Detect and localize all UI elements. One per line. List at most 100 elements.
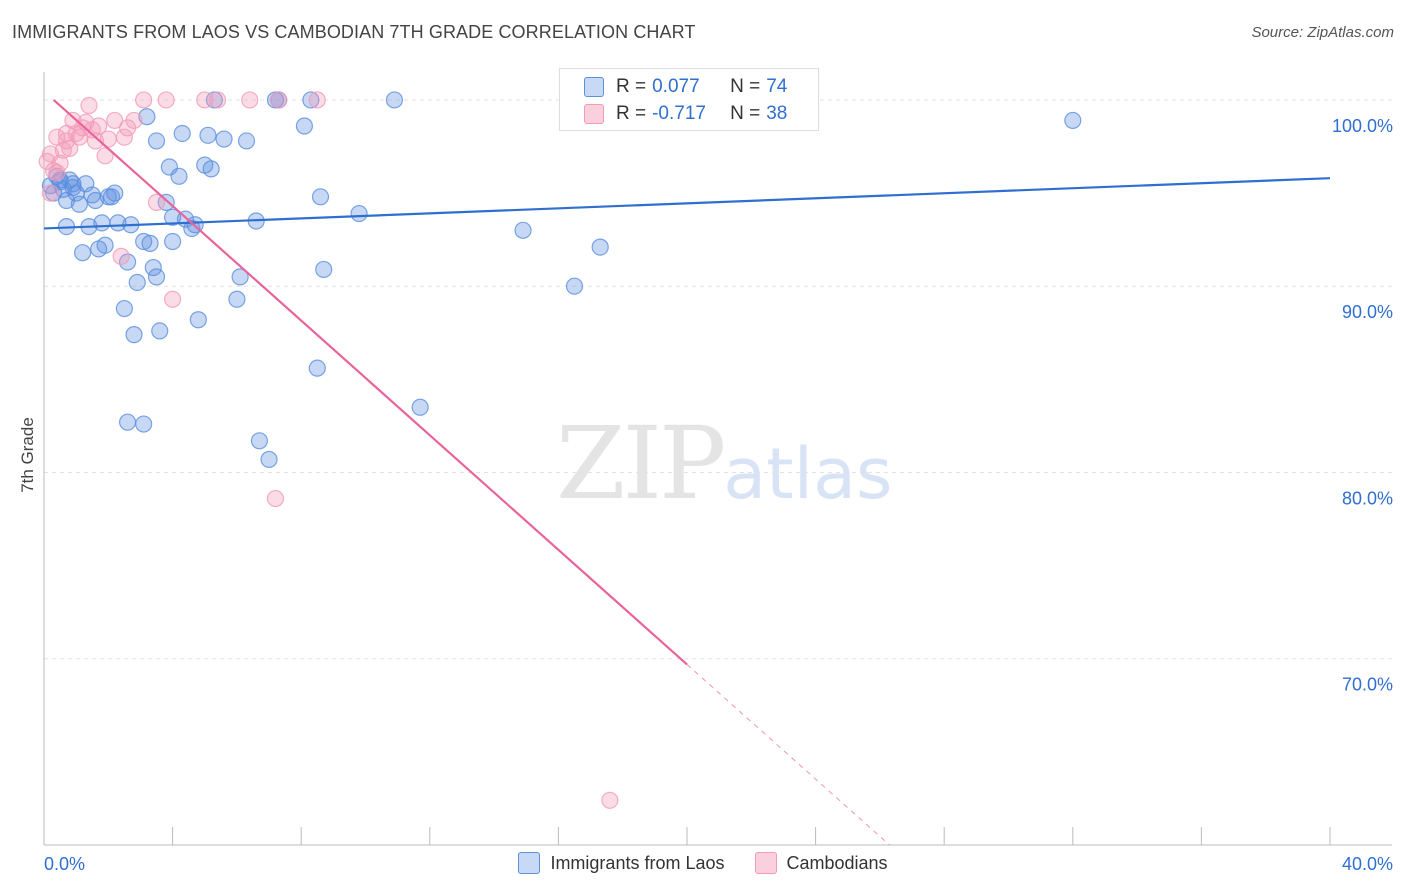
cambodian-point <box>96 147 114 165</box>
laos-point <box>96 236 114 254</box>
laos-point <box>350 204 368 223</box>
y-tick-label: 80.0% <box>1342 488 1393 508</box>
laos-point <box>135 232 153 251</box>
laos-point <box>260 450 278 469</box>
source-label: Source: ZipAtlas.com <box>1251 24 1394 41</box>
laos-point <box>138 108 156 126</box>
legend-n-value: 38 <box>766 103 788 124</box>
chart-title: IMMIGRANTS FROM LAOS VS CAMBODIAN 7TH GR… <box>12 22 696 42</box>
laos-point <box>189 311 207 329</box>
laos-point <box>302 91 320 109</box>
series-laos-points <box>41 91 1082 469</box>
legend-label-laos: Immigrants from Laos <box>550 852 725 873</box>
laos-point <box>514 221 532 239</box>
legend-row-laos: R = 0.077 N = 74 <box>584 75 787 99</box>
cambodian-point <box>241 91 259 109</box>
legend-swatch-laos <box>518 852 541 874</box>
laos-point <box>237 132 256 150</box>
legend-swatch-laos <box>584 77 604 97</box>
cambodian-point <box>196 91 214 109</box>
cambodian-point <box>308 91 326 109</box>
cambodian-point <box>147 193 166 211</box>
laos-point <box>157 193 175 211</box>
cambodian-point <box>70 128 88 146</box>
cambodian-point <box>209 91 227 109</box>
legend-r-label: R = <box>616 76 647 97</box>
laos-point <box>109 214 127 232</box>
laos-point <box>311 188 330 206</box>
laos-point <box>128 273 146 292</box>
y-axis-label: 7th Grade <box>18 417 37 493</box>
correlation-legend: R = 0.077 N = 74 R = -0.717 N = 38 <box>559 68 819 131</box>
laos-point <box>385 91 404 109</box>
legend-n-value: 74 <box>766 76 788 97</box>
trend-lines <box>43 99 1331 846</box>
laos-point <box>106 184 124 202</box>
laos-point <box>231 268 249 286</box>
laos-trend-line <box>43 177 1331 230</box>
cambodian-trend-line <box>52 99 688 666</box>
watermark-atlas: atlas <box>723 433 893 515</box>
laos-point <box>147 268 166 286</box>
legend-r-label: R = <box>616 103 647 124</box>
laos-point <box>93 214 111 232</box>
laos-point <box>144 258 162 277</box>
legend-swatch-cambodians <box>584 104 604 124</box>
series-cambodians-points <box>38 91 619 809</box>
cambodian-point <box>164 290 182 308</box>
legend-row-cambodians: R = -0.717 N = 38 <box>584 102 787 126</box>
cambodian-point <box>54 141 72 159</box>
cambodian-point <box>80 96 98 115</box>
y-tick-label: 100.0% <box>1332 116 1393 136</box>
laos-point <box>228 290 246 308</box>
laos-point <box>164 232 182 251</box>
laos-point <box>173 124 191 143</box>
laos-point <box>118 413 137 431</box>
cambodian-point <box>157 91 175 109</box>
laos-point <box>591 238 609 256</box>
laos-point <box>141 234 159 252</box>
laos-point <box>86 191 105 210</box>
laos-point <box>64 178 82 197</box>
tick-labels: 70.0% 80.0% 90.0% 100.0% 0.0% 40.0% <box>44 116 1393 874</box>
legend-item-cambodians[interactable]: Cambodians <box>754 852 888 874</box>
cambodian-point <box>48 163 66 182</box>
legend-r-value: -0.717 <box>652 103 706 124</box>
legend-label-cambodians: Cambodians <box>786 852 888 873</box>
cambodian-point <box>115 128 133 146</box>
laos-point <box>115 299 133 318</box>
cambodian-trend-extension <box>686 664 890 846</box>
cambodian-point <box>51 154 69 172</box>
x-tick-label: 0.0% <box>44 854 85 874</box>
cambodian-point <box>90 117 108 135</box>
cambodian-point <box>112 247 130 266</box>
laos-point <box>125 326 143 344</box>
laos-point <box>64 175 82 193</box>
laos-point <box>315 260 333 279</box>
laos-point <box>147 132 166 150</box>
laos-point <box>295 117 314 135</box>
laos-point <box>411 398 429 416</box>
laos-point <box>565 277 584 295</box>
laos-point <box>202 160 220 178</box>
legend-swatch-cambodians <box>754 852 777 874</box>
cambodian-point <box>125 111 143 130</box>
laos-point <box>70 195 88 213</box>
x-tick-label: 40.0% <box>1342 854 1393 874</box>
laos-point <box>73 244 92 262</box>
cambodian-point <box>41 184 60 202</box>
watermark: ZIPatlas <box>556 405 892 522</box>
legend-item-laos[interactable]: Immigrants from Laos <box>518 852 725 874</box>
cambodian-point <box>270 91 288 109</box>
y-tick-label: 90.0% <box>1342 302 1393 322</box>
axes <box>43 72 1392 846</box>
legend-n-label: N = <box>730 103 761 124</box>
laos-point <box>151 322 169 340</box>
laos-point <box>164 208 182 226</box>
watermark-zip: ZIP <box>556 405 726 522</box>
laos-point <box>308 359 326 377</box>
laos-point <box>250 432 269 450</box>
legend-n-label: N = <box>730 76 761 97</box>
laos-point <box>215 130 233 148</box>
